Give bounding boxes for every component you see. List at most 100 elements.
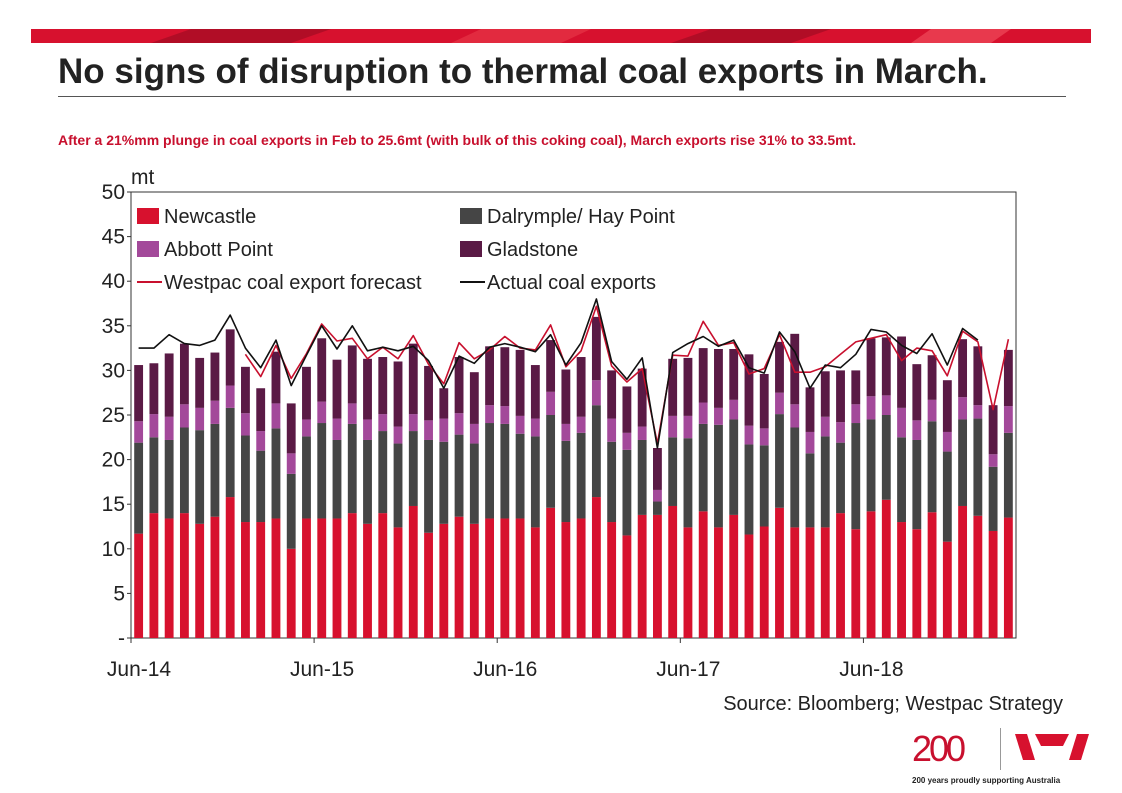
bar-newcastle xyxy=(775,507,784,638)
bar-newcastle xyxy=(286,548,296,638)
bar-gladstone xyxy=(897,336,906,408)
bar-dalrymple xyxy=(942,451,952,542)
bar-abbott xyxy=(790,404,800,428)
bar-newcastle xyxy=(454,516,464,638)
bar-abbott xyxy=(927,399,937,422)
bar-gladstone xyxy=(332,359,342,419)
westpac-200-logo: 200 200 years proudly supporting Austral… xyxy=(912,728,1092,788)
bar-abbott xyxy=(195,407,205,431)
bar-dalrymple xyxy=(668,437,678,506)
bar-dalrymple xyxy=(424,439,433,533)
bar-gladstone xyxy=(958,339,968,398)
bar-dalrymple xyxy=(317,423,327,519)
bar-gladstone xyxy=(744,354,754,426)
bar-abbott xyxy=(942,431,952,452)
bar-abbott xyxy=(805,431,815,454)
legend-label-newcastle: Newcastle xyxy=(164,206,256,228)
bar-gladstone xyxy=(637,368,647,427)
bar-abbott xyxy=(820,416,830,437)
x-tick-label: Jun-18 xyxy=(839,658,903,681)
bar-newcastle xyxy=(500,518,510,638)
bar-dalrymple xyxy=(485,423,495,519)
bar-abbott xyxy=(332,418,342,440)
bar-newcastle xyxy=(973,515,983,638)
bar-dalrymple xyxy=(775,414,784,508)
bar-abbott xyxy=(1003,406,1013,433)
line-forecast xyxy=(244,305,1010,445)
bar-newcastle xyxy=(759,526,769,638)
bar-gladstone xyxy=(256,388,266,432)
bar-dalrymple xyxy=(286,473,296,549)
bar-dalrymple xyxy=(790,427,800,528)
bar-abbott xyxy=(912,420,922,440)
bar-gladstone xyxy=(851,370,861,405)
bar-abbott xyxy=(439,418,449,442)
y-tick-label: 35 xyxy=(102,315,125,338)
bar-gladstone xyxy=(698,348,708,403)
bar-dalrymple xyxy=(225,407,235,498)
bar-gladstone xyxy=(622,386,632,433)
bar-dalrymple xyxy=(561,440,571,523)
y-tick-label: 40 xyxy=(102,270,125,293)
bar-abbott xyxy=(271,403,281,429)
y-tick-label: 10 xyxy=(102,538,125,561)
bar-abbott xyxy=(576,416,586,433)
bar-gladstone xyxy=(302,366,311,420)
bar-gladstone xyxy=(393,361,403,427)
bar-gladstone xyxy=(973,346,983,406)
legend-label-dalrymple: Dalrymple/ Hay Point xyxy=(487,206,675,228)
bar-newcastle xyxy=(591,497,601,638)
bar-newcastle xyxy=(546,507,556,638)
bar-gladstone xyxy=(515,349,525,416)
bar-newcastle xyxy=(729,514,739,638)
bar-abbott xyxy=(698,402,708,424)
bar-abbott xyxy=(317,401,327,424)
bar-gladstone xyxy=(347,345,357,404)
bar-newcastle xyxy=(424,532,433,638)
logo-200-mark: 200 xyxy=(912,728,966,769)
bar-newcastle xyxy=(179,513,189,638)
bar-gladstone xyxy=(225,329,235,386)
bar-newcastle xyxy=(317,518,327,638)
bar-abbott xyxy=(637,426,647,440)
bar-dalrymple xyxy=(408,431,418,506)
bar-dalrymple xyxy=(332,439,342,519)
bar-dalrymple xyxy=(881,415,891,500)
bar-abbott xyxy=(286,453,296,474)
bar-dalrymple xyxy=(546,415,556,508)
bar-gladstone xyxy=(714,348,723,408)
bar-abbott xyxy=(134,421,144,443)
bar-newcastle xyxy=(210,516,220,638)
bar-gladstone xyxy=(805,387,815,432)
bar-newcastle xyxy=(134,533,144,638)
bar-gladstone xyxy=(561,369,571,424)
bar-dalrymple xyxy=(683,438,693,528)
bar-newcastle xyxy=(866,511,876,638)
legend-label-abbott: Abbott Point xyxy=(164,239,273,261)
bar-gladstone xyxy=(652,448,662,490)
bar-abbott xyxy=(515,415,525,434)
bar-newcastle xyxy=(256,522,266,638)
bar-newcastle xyxy=(271,518,281,638)
bar-dalrymple xyxy=(149,437,159,514)
bar-abbott xyxy=(454,413,464,435)
bar-dalrymple xyxy=(393,443,403,528)
bar-newcastle xyxy=(530,527,540,638)
bar-gladstone xyxy=(836,370,845,423)
bar-abbott xyxy=(256,431,266,451)
bar-dalrymple xyxy=(973,418,983,516)
bar-abbott xyxy=(775,392,784,415)
bar-newcastle xyxy=(744,534,754,638)
y-tick-label: 30 xyxy=(102,359,125,382)
bar-abbott xyxy=(729,399,739,420)
bar-abbott xyxy=(469,423,479,444)
bar-gladstone xyxy=(576,357,586,417)
bar-dalrymple xyxy=(820,436,830,528)
bar-abbott xyxy=(866,396,876,420)
bar-newcastle xyxy=(347,513,357,638)
bar-abbott xyxy=(881,395,891,415)
bar-gladstone xyxy=(1003,349,1013,407)
y-tick-label: 25 xyxy=(102,404,125,427)
bar-abbott xyxy=(668,415,678,438)
